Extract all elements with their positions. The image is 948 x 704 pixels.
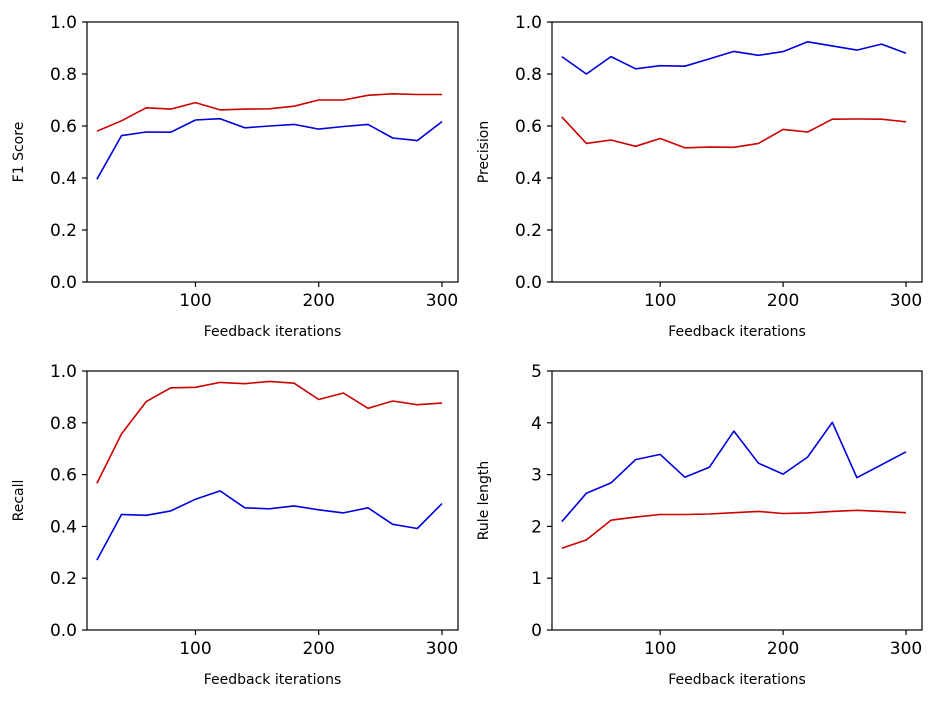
y-tick-label: 1.0 bbox=[50, 13, 77, 33]
y-tick-label: 0.4 bbox=[50, 169, 77, 189]
y-tick-label: 0.4 bbox=[50, 517, 77, 537]
axes-frame bbox=[551, 21, 923, 283]
x-tick-label: 100 bbox=[644, 639, 676, 659]
axes-frame bbox=[86, 370, 459, 631]
x-tick-label: 300 bbox=[890, 291, 922, 311]
x-axis-label: Feedback iterations bbox=[668, 672, 806, 688]
y-tick-label: 5 bbox=[531, 362, 542, 382]
y-tick-label: 0.2 bbox=[515, 221, 542, 241]
y-tick-label: 0.8 bbox=[50, 414, 77, 434]
series-line-blue bbox=[96, 490, 443, 561]
subplot-recall: 100 200 300 0.0 0.2 0.4 0.6 0.8 1.0 Feedback iter… bbox=[11, 362, 459, 688]
x-tick-label: 200 bbox=[767, 291, 799, 311]
y-tick-label: 0.0 bbox=[50, 621, 77, 641]
y-tick-label: 0.6 bbox=[50, 117, 77, 137]
y-axis-label: Recall bbox=[11, 480, 27, 522]
y-tick-label: 0.2 bbox=[50, 569, 77, 589]
y-tick-label: 0.6 bbox=[515, 117, 542, 137]
y-tick-label: 0.8 bbox=[515, 65, 542, 85]
y-tick-label: 0 bbox=[531, 621, 542, 641]
y-tick-label: 0.4 bbox=[515, 169, 542, 189]
x-tick-label: 300 bbox=[426, 291, 458, 311]
series-line-blue bbox=[96, 117, 443, 180]
x-axis-label: Feedback iterations bbox=[204, 324, 342, 340]
series-line-blue bbox=[561, 40, 907, 75]
y-axis-label: Rule length bbox=[476, 461, 492, 541]
x-tick-label: 100 bbox=[644, 291, 676, 311]
y-tick-label: 0.6 bbox=[50, 466, 77, 486]
axes-frame bbox=[86, 21, 459, 283]
y-tick-label: 1.0 bbox=[50, 362, 77, 382]
series-line-red bbox=[561, 116, 907, 149]
x-tick-label: 200 bbox=[767, 639, 799, 659]
y-tick-label: 0.0 bbox=[515, 273, 542, 293]
x-axis-label: Feedback iterations bbox=[204, 672, 342, 688]
y-tick-label: 2 bbox=[531, 517, 542, 537]
y-tick-label: 1.0 bbox=[515, 13, 542, 33]
x-tick-label: 300 bbox=[890, 639, 922, 659]
y-tick-label: 1 bbox=[531, 569, 542, 589]
y-tick-label: 4 bbox=[531, 414, 542, 434]
subplot-rule-length: 100 200 300 0 1 2 3 4 5 Feedback iterations Rule l… bbox=[476, 362, 923, 688]
x-tick-label: 100 bbox=[179, 291, 211, 311]
series-line-red bbox=[96, 93, 442, 132]
x-tick-label: 300 bbox=[426, 639, 458, 659]
series-line-blue bbox=[561, 421, 907, 523]
y-tick-label: 0.8 bbox=[50, 65, 77, 85]
y-tick-label: 0.0 bbox=[50, 273, 77, 293]
y-tick-label: 3 bbox=[531, 466, 542, 486]
x-axis-label: Feedback iterations bbox=[668, 324, 806, 340]
y-axis-label: Precision bbox=[476, 121, 492, 183]
subplot-f1-score: 100 200 300 0.0 0.2 0.4 0.6 0.8 1.0 Feedback iter… bbox=[11, 13, 459, 340]
series-line-red bbox=[96, 380, 443, 484]
axes-frame bbox=[551, 370, 923, 631]
x-tick-label: 200 bbox=[302, 639, 334, 659]
series-line-red bbox=[561, 509, 907, 549]
y-tick-label: 0.2 bbox=[50, 221, 77, 241]
y-axis-label: F1 Score bbox=[11, 122, 27, 183]
subplot-precision: 100 200 300 0.0 0.2 0.4 0.6 0.8 1.0 Feedback iter… bbox=[476, 13, 923, 340]
x-tick-label: 200 bbox=[302, 291, 334, 311]
x-tick-label: 100 bbox=[179, 639, 211, 659]
